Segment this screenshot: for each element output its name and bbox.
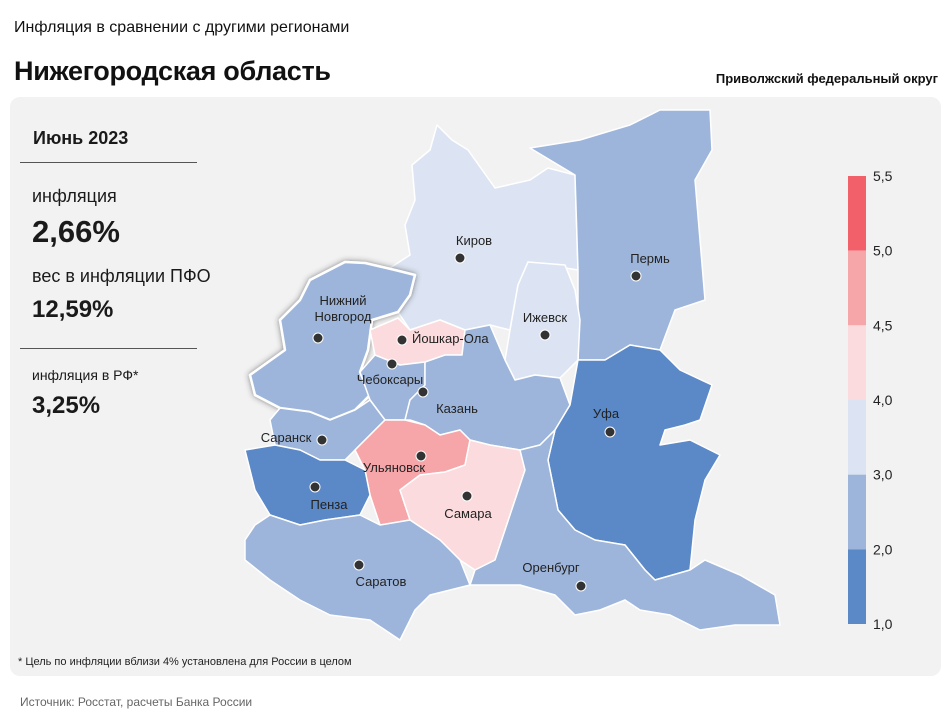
city-label: Саранск: [261, 430, 312, 445]
city-marker: [630, 270, 642, 282]
inflation-label: инфляция: [32, 186, 117, 206]
period-label: Июнь 2023: [33, 128, 129, 148]
city-label: Уфа: [593, 406, 620, 421]
weight-value: 12,59%: [32, 296, 114, 323]
city-marker: [461, 490, 473, 502]
city-label: Пенза: [311, 497, 349, 512]
federal-district-label: Приволжский федеральный округ: [715, 71, 938, 86]
weight-label: вес в инфляции ПФО: [32, 266, 211, 286]
region-saratov: [244, 514, 471, 641]
region-title: Нижегородская область: [14, 56, 331, 86]
divider: [20, 348, 197, 349]
city-label: Оренбург: [522, 560, 579, 575]
inflation-value: 2,66%: [32, 214, 120, 249]
legend-swatch: [848, 176, 866, 251]
city-marker: [415, 450, 427, 462]
city-label: Саратов: [356, 574, 407, 589]
legend-swatch: [848, 250, 866, 326]
city-label: Казань: [436, 401, 478, 416]
legend-tick-label: 2,0: [873, 541, 893, 557]
footnote: * Цель по инфляции вблизи 4% установлена…: [18, 656, 352, 668]
city-marker: [396, 334, 408, 346]
city-label: Ульяновск: [363, 460, 425, 475]
legend-tick-label: 3,0: [873, 467, 893, 483]
city-marker: [353, 559, 365, 571]
legend-tick-label: 1,0: [873, 616, 893, 632]
legend-swatch: [848, 474, 866, 550]
city-marker: [312, 332, 324, 344]
city-label: Киров: [456, 233, 492, 248]
legend-tick-label: 5,0: [873, 243, 893, 259]
city-label: Йошкар-Ола: [412, 331, 489, 346]
city-marker: [604, 426, 616, 438]
city-marker: [454, 252, 466, 264]
region-penza: [244, 444, 371, 526]
rf-inflation-value: 3,25%: [32, 392, 101, 419]
city-marker: [316, 434, 328, 446]
city-marker: [539, 329, 551, 341]
city-marker: [386, 358, 398, 370]
map-subtitle: Инфляция в сравнении с другими регионами: [14, 19, 350, 36]
region-udmurtia: [504, 261, 581, 381]
legend-tick-label: 4,5: [873, 317, 893, 333]
city-label: Нижний Новгород: [315, 293, 372, 324]
legend-swatch: [848, 549, 866, 624]
city-marker: [309, 481, 321, 493]
legend-tick-label: 5,5: [873, 168, 893, 184]
city-marker: [575, 580, 587, 592]
city-label: Самара: [444, 506, 492, 521]
legend-swatch: [848, 325, 866, 400]
legend-tick-label: 4,0: [873, 392, 893, 408]
city-label: Ижевск: [523, 310, 568, 325]
city-label: Чебоксары: [357, 372, 424, 387]
source-note: Источник: Росстат, расчеты Банка России: [20, 695, 253, 709]
region-orenburg: [469, 429, 781, 631]
city-marker: [417, 386, 429, 398]
rf-inflation-label: инфляция в РФ*: [32, 367, 139, 383]
city-label: Пермь: [630, 251, 670, 266]
legend-swatch: [848, 400, 866, 475]
divider: [20, 162, 197, 163]
